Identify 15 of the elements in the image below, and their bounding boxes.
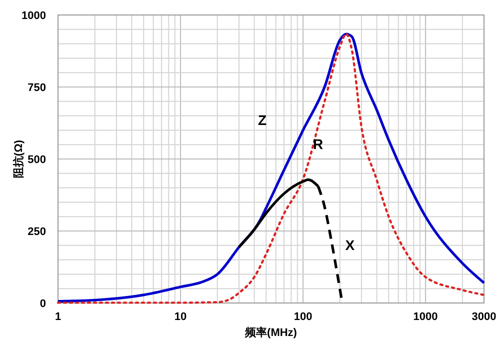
series-label: X bbox=[345, 237, 356, 254]
x-tick-label: 1 bbox=[54, 311, 62, 323]
y-tick-label: 250 bbox=[28, 226, 46, 238]
x-tick-label: 100 bbox=[294, 311, 312, 323]
y-tick-label: 750 bbox=[28, 82, 46, 94]
series-label: R bbox=[313, 136, 324, 152]
text: Z bbox=[258, 112, 268, 128]
y-axis-title: 阻抗(Ω) bbox=[12, 140, 25, 178]
x-axis-title: 频率(MHz) bbox=[244, 326, 298, 339]
x-tick-label: 10 bbox=[174, 311, 187, 323]
y-tick-label: 500 bbox=[28, 154, 46, 166]
x-tick-label: 1000 bbox=[413, 311, 438, 323]
x-tick-label: 3000 bbox=[472, 311, 496, 323]
y-tick-label: 0 bbox=[40, 298, 46, 310]
y-tick-label: 1000 bbox=[22, 10, 46, 22]
